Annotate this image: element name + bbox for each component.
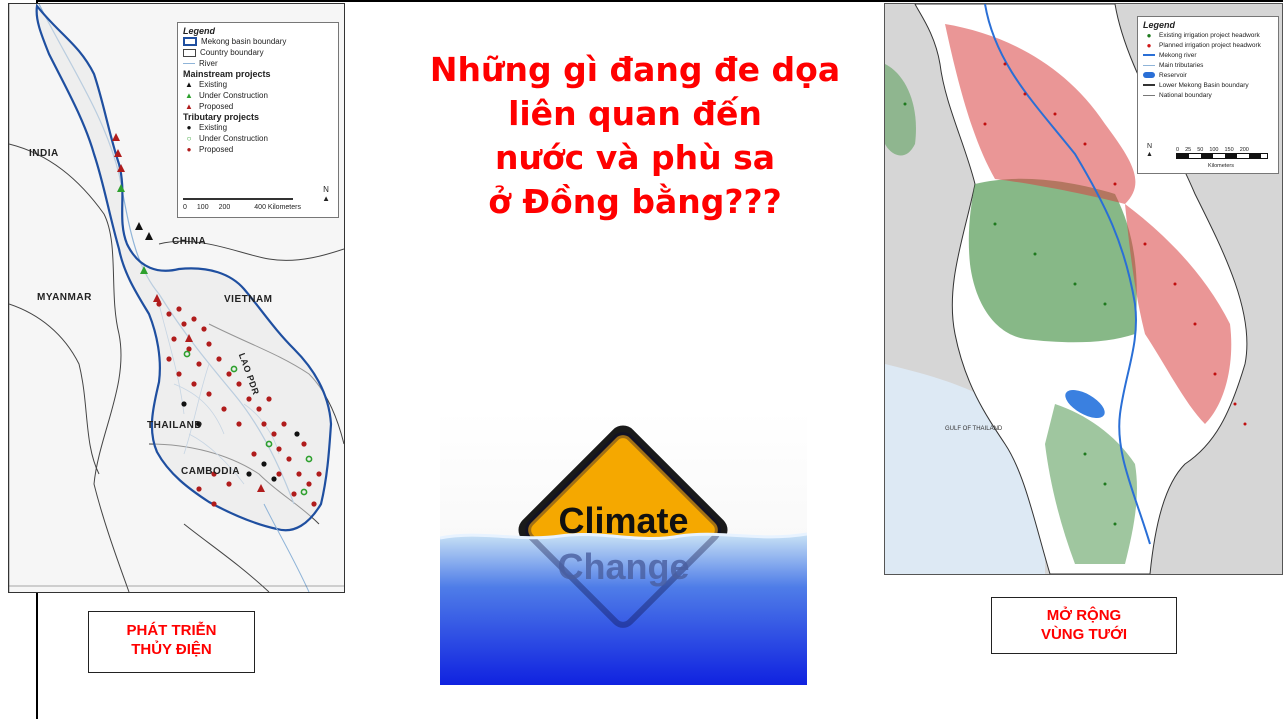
country-label-india: INDIA: [29, 148, 59, 159]
legend-title: Legend: [1143, 20, 1273, 30]
scale-label: 200: [219, 204, 231, 211]
legend-label: Proposed: [199, 102, 233, 111]
scale-line: [1176, 153, 1268, 159]
hydropower-legend: Legend Mekong basin boundary Country bou…: [177, 22, 339, 218]
legend-row-lmb-boundary: Lower Mekong Basin boundary: [1143, 80, 1273, 90]
legend-row-ms-existing: ▲ Existing: [183, 79, 333, 90]
national-line-icon: [1143, 95, 1155, 96]
legend-row-tr-proposed: ● Proposed: [183, 144, 333, 155]
triangle-green-icon: ▲: [183, 91, 195, 100]
slide-frame-top: [36, 0, 1283, 2]
scale-label: 0: [183, 204, 187, 211]
legend-row-reservoir: Reservoir: [1143, 70, 1273, 80]
legend-row-tributaries: Main tributaries: [1143, 60, 1273, 70]
legend-label: Existing: [199, 123, 227, 132]
legend-label: Mekong basin boundary: [201, 37, 286, 46]
country-label-thailand: THAILAND: [147, 420, 202, 431]
irrigation-legend: Legend ● Existing irrigation project head…: [1137, 16, 1279, 174]
hydropower-label-line-1: PHÁT TRIỄN: [89, 621, 254, 640]
scale-line: [183, 198, 293, 200]
title-line-3: nước và phù sa: [395, 136, 875, 180]
title-line-4: ở Đồng bằng???: [395, 180, 875, 224]
legend-row-tr-existing: ● Existing: [183, 122, 333, 133]
legend-section-tributary: Tributary projects: [183, 112, 333, 122]
legend-row-basin: Mekong basin boundary: [183, 36, 333, 47]
title-line-1: Những gì đang đe dọa: [395, 48, 875, 92]
country-label-china: CHINA: [172, 236, 206, 247]
legend-section-mainstream: Mainstream projects: [183, 69, 333, 79]
climate-word: Climate: [440, 500, 807, 542]
legend-label: Country boundary: [200, 48, 264, 57]
title-line-2: liên quan đến: [395, 92, 875, 136]
north-arrow-icon: N ▲: [322, 185, 330, 203]
legend-label: Lower Mekong Basin boundary: [1159, 82, 1249, 89]
legend-label: Planned irrigation project headwork: [1159, 42, 1261, 49]
dot-green-icon: ●: [1143, 31, 1155, 40]
legend-row-existing-headwork: ● Existing irrigation project headwork: [1143, 30, 1273, 40]
scale-bar: 0 100 200 400 Kilometers: [183, 204, 301, 211]
legend-label: Existing: [199, 80, 227, 89]
scale-label: 400 Kilometers: [254, 204, 301, 211]
legend-label: River: [199, 59, 218, 68]
river-swatch-icon: [183, 63, 195, 64]
scale-unit: Kilometers: [1208, 163, 1234, 169]
hydropower-label-line-2: THỦY ĐIỆN: [89, 640, 254, 659]
legend-row-tr-construction: ○ Under Construction: [183, 133, 333, 144]
legend-label: Under Construction: [199, 134, 268, 143]
scale-label: 100: [197, 204, 209, 211]
irrigation-label-line-1: MỞ RỘNG: [992, 606, 1176, 625]
legend-row-mekong: Mekong river: [1143, 50, 1273, 60]
gulf-label: GULF OF THAILAND: [945, 426, 1002, 432]
dot-red-icon: ●: [183, 145, 195, 154]
legend-row-national: National boundary: [1143, 90, 1273, 100]
dot-black-icon: ●: [183, 123, 195, 132]
hydropower-map: INDIA CHINA MYANMAR VIETNAM THAILAND CAM…: [8, 3, 345, 593]
irrigation-map: GULF OF THAILAND Legend ● Existing irriga…: [884, 3, 1283, 575]
dot-red-icon: ●: [1143, 41, 1155, 50]
basin-swatch-icon: [183, 37, 197, 46]
legend-label: Mekong river: [1159, 52, 1197, 59]
tributary-line-icon: [1143, 65, 1155, 66]
legend-label: National boundary: [1159, 92, 1212, 99]
triangle-black-icon: ▲: [183, 80, 195, 89]
irrigation-label-line-2: VÙNG TƯỚI: [992, 625, 1176, 644]
legend-label: Under Construction: [199, 91, 268, 100]
country-label-cambodia: CAMBODIA: [181, 466, 240, 477]
circle-green-icon: ○: [183, 134, 195, 143]
legend-row-river: River: [183, 58, 333, 69]
legend-row-country: Country boundary: [183, 47, 333, 58]
north-label: N: [1147, 143, 1152, 150]
country-label-myanmar: MYANMAR: [37, 292, 92, 303]
north-arrow-icon: N ▲: [1146, 143, 1153, 159]
reservoir-icon: [1143, 72, 1155, 78]
slide-title: Những gì đang đe dọa liên quan đến nước …: [395, 48, 875, 224]
triangle-red-icon: ▲: [183, 102, 195, 111]
hydropower-label: PHÁT TRIỄN THỦY ĐIỆN: [88, 611, 255, 673]
legend-row-ms-proposed: ▲ Proposed: [183, 101, 333, 112]
change-word: Change: [440, 546, 807, 588]
river-line-icon: [1143, 54, 1155, 56]
legend-label: Existing irrigation project headwork: [1159, 32, 1260, 39]
legend-label: Reservoir: [1159, 72, 1187, 79]
north-label: N: [323, 185, 329, 194]
climate-change-image: Climate Change: [440, 410, 807, 685]
irrigation-label: MỞ RỘNG VÙNG TƯỚI: [991, 597, 1177, 654]
legend-label: Proposed: [199, 145, 233, 154]
legend-row-ms-construction: ▲ Under Construction: [183, 90, 333, 101]
country-swatch-icon: [183, 49, 196, 57]
legend-label: Main tributaries: [1159, 62, 1203, 69]
legend-title: Legend: [183, 26, 333, 36]
legend-row-planned-headwork: ● Planned irrigation project headwork: [1143, 40, 1273, 50]
boundary-line-icon: [1143, 84, 1155, 86]
country-label-vietnam: VIETNAM: [224, 294, 273, 305]
